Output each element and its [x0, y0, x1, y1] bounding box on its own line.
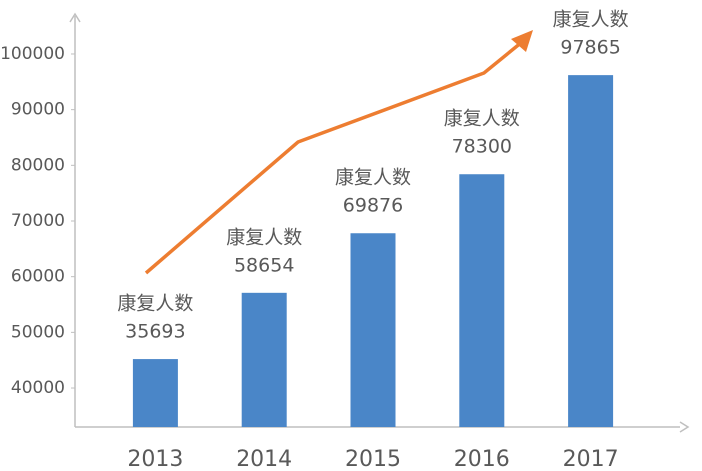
- annotation: 78300: [452, 136, 512, 158]
- y-tick-label: 70000: [11, 211, 65, 231]
- annotation: 69876: [343, 195, 403, 217]
- annotation: 康复人数: [117, 293, 193, 315]
- annotation: 康复人数: [444, 108, 520, 130]
- trend-arrowhead: [511, 30, 533, 52]
- annotation: 35693: [125, 321, 185, 343]
- y-tick-label: 40000: [11, 378, 65, 398]
- bar: [132, 359, 178, 427]
- y-tick-label: 100000: [0, 44, 65, 64]
- annotation: 康复人数: [335, 167, 411, 189]
- x-tick-label: 2014: [236, 447, 292, 471]
- plot: 40000 50000 60000 70000 80000 90000 100000 2013…: [0, 9, 629, 471]
- annotation: 康复人数: [553, 9, 629, 31]
- y-tick-label: 80000: [11, 155, 65, 175]
- x-tick-label: 2017: [563, 447, 619, 471]
- x-tick-label: 2016: [454, 447, 510, 471]
- y-tick-label: 50000: [11, 322, 65, 342]
- x-tick-label: 2015: [345, 447, 401, 471]
- y-tick-label: 60000: [11, 267, 65, 287]
- y-axis-arrow: [69, 12, 81, 23]
- bar: [350, 233, 396, 427]
- bar: [459, 174, 505, 427]
- annotation: 97865: [560, 37, 620, 59]
- y-tick-label: 90000: [11, 100, 65, 120]
- x-axis-arrow: [679, 421, 690, 433]
- x-tick-label: 2013: [127, 447, 183, 471]
- bar: [568, 75, 614, 427]
- bar: [241, 292, 287, 427]
- annotation: 康复人数: [226, 226, 302, 248]
- trend-arrow: [144, 40, 524, 275]
- annotation: 58654: [234, 254, 294, 276]
